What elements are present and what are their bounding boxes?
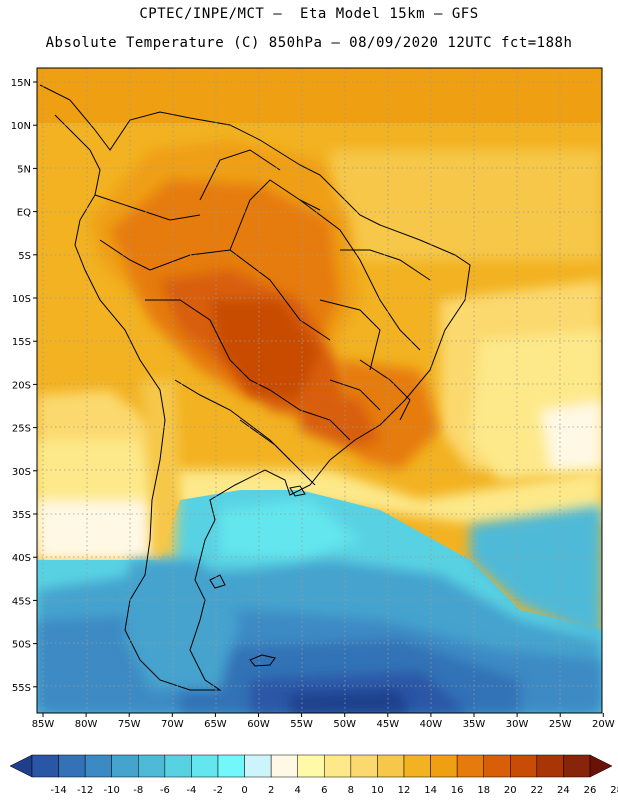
lat-tick-label: 10S <box>12 294 31 305</box>
lat-tick-label: EQ <box>17 208 31 219</box>
colorbar-label: 24 <box>557 785 570 796</box>
colorbar-swatch <box>563 754 591 778</box>
colorbar-swatch <box>456 754 484 778</box>
lon-tick-label: 85W <box>32 719 55 730</box>
colorbar-swatch <box>377 754 405 778</box>
lon-tick-label: 20W <box>592 719 615 730</box>
lat-tick-label: 45S <box>12 596 31 607</box>
colorbar: -14 -12 -10 -8 -6 -4 -2 0 2 4 6 8 10 12 14 16 18 20 22 24 26… <box>9 754 618 796</box>
lat-tick-label: 5S <box>18 251 31 262</box>
chart-title: CPTEC/INPE/MCT – Eta Model 15km – GFS <box>139 6 479 22</box>
colorbar-swatch <box>217 754 245 778</box>
temperature-field <box>37 68 602 713</box>
lat-tick-label: 20S <box>12 380 31 391</box>
map-frame <box>36 67 603 714</box>
lat-tick-label: 5N <box>17 164 31 175</box>
colorbar-swatch <box>510 754 538 778</box>
colorbar-label: -10 <box>104 785 120 796</box>
longitude-ticks: 85W 80W 75W 70W 65W 60W 55W 50W 45W 40W 35W 30W 25W 2… <box>32 713 615 730</box>
lon-tick-label: 70W <box>161 719 184 730</box>
colorbar-swatch <box>536 754 564 778</box>
colorbar-label: 18 <box>477 785 490 796</box>
colorbar-label: -4 <box>186 785 196 796</box>
lon-tick-label: 60W <box>247 719 270 730</box>
colorbar-label: 12 <box>398 785 411 796</box>
colorbar-label: 4 <box>295 785 301 796</box>
colorbar-label: -14 <box>50 785 66 796</box>
lon-tick-label: 80W <box>75 719 98 730</box>
colorbar-label: -8 <box>133 785 143 796</box>
coastlines <box>39 84 471 691</box>
lon-tick-label: 40W <box>420 719 443 730</box>
lat-tick-label: 40S <box>12 553 31 564</box>
colorbar-swatch <box>403 754 431 778</box>
lon-tick-label: 65W <box>204 719 227 730</box>
latitude-ticks: 15N 10N 5N EQ 5S 10S 15S 20S 25S 30S 35S 40S 45S 50S 5… <box>11 78 37 694</box>
lon-tick-label: 25W <box>549 719 572 730</box>
colorbar-label: 26 <box>584 785 597 796</box>
colorbar-label: 16 <box>451 785 464 796</box>
colorbar-label: 8 <box>348 785 354 796</box>
lat-tick-label: 35S <box>12 510 31 521</box>
colorbar-swatch <box>244 754 272 778</box>
colorbar-swatch <box>31 754 59 778</box>
lat-tick-label: 25S <box>12 424 31 435</box>
lon-tick-label: 50W <box>333 719 356 730</box>
lat-tick-label: 50S <box>12 640 31 651</box>
colorbar-swatch <box>164 754 192 778</box>
colorbar-swatch <box>58 754 86 778</box>
lon-tick-label: 35W <box>463 719 486 730</box>
colorbar-label: -6 <box>160 785 170 796</box>
colorbar-swatch <box>84 754 112 778</box>
lat-tick-label: 30S <box>12 467 31 478</box>
colorbar-swatch <box>350 754 378 778</box>
lon-tick-label: 30W <box>506 719 529 730</box>
colorbar-swatch <box>191 754 219 778</box>
colorbar-label: 10 <box>371 785 384 796</box>
colorbar-label: 14 <box>424 785 437 796</box>
colorbar-arrow-low <box>9 754 33 778</box>
lon-tick-label: 45W <box>376 719 399 730</box>
colorbar-swatch <box>270 754 298 778</box>
colorbar-swatch <box>111 754 139 778</box>
lat-tick-label: 15S <box>12 337 31 348</box>
chart-subtitle: Absolute Temperature (C) 850hPa – 08/09/… <box>45 35 573 51</box>
colorbar-swatch <box>430 754 458 778</box>
lat-tick-label: 10N <box>11 121 31 132</box>
lon-tick-label: 75W <box>118 719 141 730</box>
colorbar-label: -2 <box>213 785 223 796</box>
colorbar-label: 20 <box>504 785 517 796</box>
colorbar-label: 28 <box>610 785 618 796</box>
colorbar-swatch <box>138 754 166 778</box>
colorbar-label: 0 <box>241 785 247 796</box>
colorbar-swatch <box>483 754 511 778</box>
colorbar-label: 2 <box>268 785 274 796</box>
lat-tick-label: 15N <box>11 78 31 89</box>
lon-tick-label: 55W <box>290 719 313 730</box>
colorbar-swatch <box>324 754 352 778</box>
colorbar-arrow-high <box>589 754 613 778</box>
lat-tick-label: 55S <box>12 683 31 694</box>
colorbar-label: -12 <box>77 785 93 796</box>
colorbar-label: 22 <box>530 785 543 796</box>
colorbar-swatch <box>297 754 325 778</box>
colorbar-label: 6 <box>321 785 327 796</box>
